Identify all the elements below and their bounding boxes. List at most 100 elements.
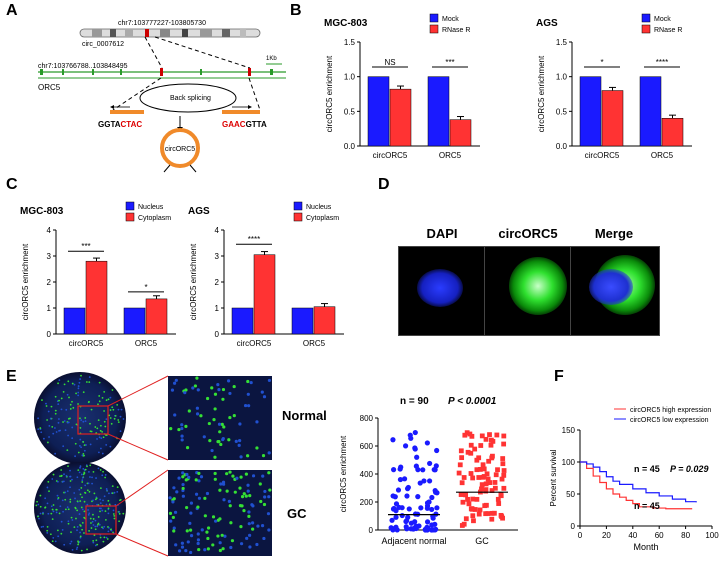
chr-bottom-label: chr7:103766788..103848495 [38, 63, 128, 70]
cell-dot [89, 422, 91, 425]
cell-dot [63, 543, 66, 546]
data-point [495, 496, 501, 502]
cell-dot [180, 541, 184, 545]
cell-dot [79, 535, 82, 538]
bar [313, 306, 336, 335]
cell-dot [88, 490, 91, 493]
legend-entry: circORC5 low expression [630, 417, 709, 424]
scale-label: 1Kb [266, 56, 277, 62]
cell-dot [228, 470, 232, 474]
cell-dot [109, 445, 112, 448]
cell-dot [84, 484, 87, 487]
data-point [496, 501, 502, 506]
data-point [471, 518, 476, 524]
cell-dot [84, 492, 87, 494]
cell-dot [79, 427, 82, 429]
cell-dot [218, 430, 222, 434]
cell-dot [75, 548, 78, 551]
cell-dot [256, 524, 260, 528]
cell-dot [113, 417, 116, 420]
cell-dot [62, 390, 65, 393]
cell-dot [89, 430, 92, 433]
data-point [489, 516, 495, 522]
cell-dot [169, 519, 173, 523]
data-point [393, 514, 399, 520]
cell-dot [96, 503, 98, 506]
cell-dot [76, 509, 79, 512]
cell-dot [79, 417, 81, 420]
cell-dot [172, 529, 176, 533]
cell-dot [180, 438, 184, 442]
cell-dot [58, 399, 60, 402]
cell-dot [245, 536, 249, 540]
cell-dot [189, 534, 194, 538]
data-point [487, 480, 493, 485]
cell-dot [92, 470, 95, 473]
legend-entry: Cytoplasm [138, 215, 171, 222]
cell-dot [51, 540, 54, 543]
cell-dot [69, 480, 72, 482]
bar [291, 307, 314, 335]
cell-dot [202, 435, 206, 439]
cell-dot [208, 439, 212, 443]
cell-dot [93, 492, 96, 495]
cell-dot [106, 489, 108, 492]
cell-dot [116, 491, 119, 493]
data-point [485, 476, 491, 482]
cell-dot [109, 409, 112, 411]
cell-dot [217, 422, 222, 426]
cell-dot [83, 510, 86, 513]
micrograph-circorc5 [484, 246, 574, 336]
cell-dot [210, 386, 214, 390]
cell-dot [172, 381, 177, 385]
cell-dot [106, 538, 109, 540]
cell-dot [168, 511, 173, 515]
cell-dot [108, 492, 110, 495]
cell-dot [107, 507, 110, 510]
legend-entry: circORC5 high expression [630, 407, 711, 414]
cell-dot [73, 526, 76, 529]
cell-dot [228, 391, 232, 396]
cell-dot [51, 478, 54, 480]
cell-dot [52, 504, 55, 506]
cell-dot [119, 430, 122, 433]
chart-title: MGC-803 [324, 18, 368, 29]
data-point [491, 510, 497, 516]
cell-dot [267, 495, 271, 499]
label-merge: Merge [594, 226, 634, 241]
cell-dot [171, 500, 175, 504]
cell-dot [79, 493, 82, 496]
cell-dot [77, 385, 80, 387]
cell-dot [61, 481, 64, 483]
cell-dot [251, 474, 256, 478]
cell-dot [62, 510, 64, 513]
y-tick-label: 1.5 [556, 38, 568, 47]
data-point [477, 507, 483, 513]
y-tick-label: 150 [562, 426, 576, 435]
cell-dot [70, 516, 73, 519]
cell-dot [194, 478, 198, 482]
data-point [430, 527, 436, 533]
cell-dot [255, 420, 259, 424]
cell-dot [74, 497, 76, 500]
cell-dot [183, 391, 187, 395]
cell-dot [103, 525, 106, 528]
cell-dot [37, 503, 40, 506]
cell-dot [101, 431, 104, 433]
data-point [397, 476, 404, 483]
cell-dot [45, 402, 47, 405]
cell-dot [92, 513, 94, 516]
data-point [427, 478, 433, 484]
legend-swatch [293, 201, 303, 211]
cell-dot [37, 417, 40, 420]
cell-dot [229, 521, 233, 525]
cell-dot [219, 482, 223, 486]
cell-dot [199, 414, 203, 418]
cell-dot [232, 414, 236, 418]
cell-dot [79, 531, 81, 534]
cell-dot [77, 451, 80, 454]
cell-dot [99, 429, 102, 432]
cell-dot [86, 548, 88, 551]
y-tick-label: 600 [360, 442, 374, 451]
bar [145, 298, 168, 335]
